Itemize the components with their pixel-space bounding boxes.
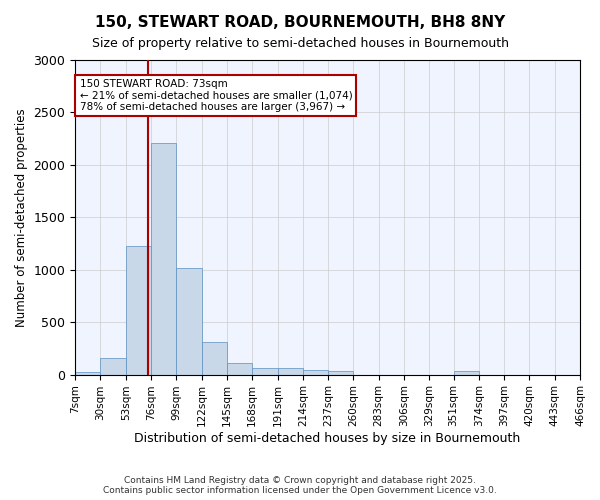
Bar <box>202 342 227 374</box>
Text: Size of property relative to semi-detached houses in Bournemouth: Size of property relative to semi-detach… <box>91 38 509 51</box>
Bar <box>75 372 100 374</box>
Text: Contains HM Land Registry data © Crown copyright and database right 2025.
Contai: Contains HM Land Registry data © Crown c… <box>103 476 497 495</box>
Y-axis label: Number of semi-detached properties: Number of semi-detached properties <box>15 108 28 326</box>
Bar <box>303 370 328 374</box>
Bar <box>454 371 479 374</box>
Bar <box>126 246 151 374</box>
Bar <box>100 358 126 374</box>
Bar <box>227 363 252 374</box>
Text: 150, STEWART ROAD, BOURNEMOUTH, BH8 8NY: 150, STEWART ROAD, BOURNEMOUTH, BH8 8NY <box>95 15 505 30</box>
X-axis label: Distribution of semi-detached houses by size in Bournemouth: Distribution of semi-detached houses by … <box>134 432 521 445</box>
Bar <box>176 268 202 374</box>
Text: 150 STEWART ROAD: 73sqm
← 21% of semi-detached houses are smaller (1,074)
78% of: 150 STEWART ROAD: 73sqm ← 21% of semi-de… <box>80 79 352 112</box>
Bar <box>278 368 303 374</box>
Bar <box>328 371 353 374</box>
Bar <box>151 143 176 374</box>
Bar <box>252 368 278 374</box>
